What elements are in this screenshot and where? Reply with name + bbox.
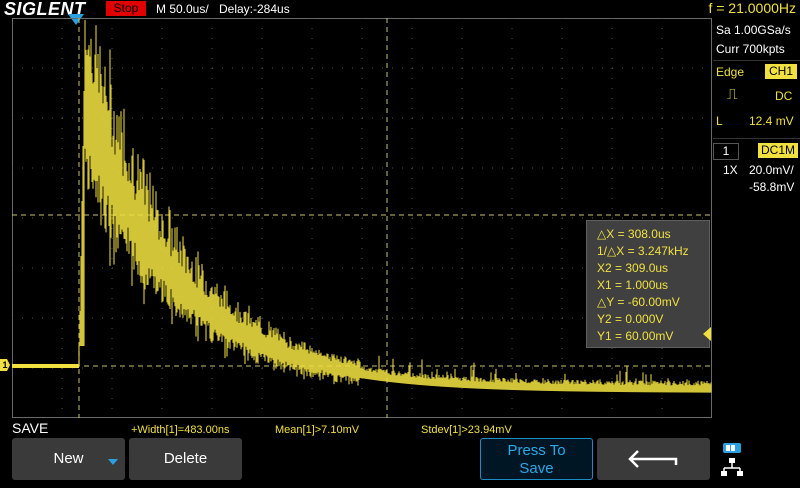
new-label: New bbox=[53, 450, 84, 467]
x2-value: X2 = 309.0us bbox=[597, 261, 669, 275]
delete-button[interactable]: Delete bbox=[129, 438, 242, 480]
channel-offset[interactable]: -58.8mV bbox=[749, 180, 795, 194]
return-arrow-icon bbox=[627, 450, 677, 468]
delta-y-value: △Y = -60.00mV bbox=[597, 295, 680, 309]
submenu-arrow-icon bbox=[108, 459, 118, 465]
return-button[interactable] bbox=[597, 438, 710, 480]
trigger-level[interactable]: 12.4 mV bbox=[749, 114, 794, 128]
y1-value: Y1 = 60.00mV bbox=[597, 329, 674, 343]
x1-value: X1 = 1.000us bbox=[597, 278, 669, 292]
right-info-panel: Sa 1.00GSa/s Curr 700kpts Edge CH1 ⎍ DC … bbox=[713, 18, 800, 418]
brand-logo: SIGLENT bbox=[4, 0, 86, 19]
cursor-measurement-panel: △X = 308.0us 1/△X = 3.247kHz X2 = 309.0u… bbox=[586, 220, 710, 348]
delta-x-value: △X = 308.0us bbox=[597, 227, 671, 241]
channel-1-marker-icon[interactable]: 1 bbox=[0, 359, 10, 371]
volts-per-div[interactable]: 20.0mV/ bbox=[749, 163, 794, 177]
inverse-delta-x-value: 1/△X = 3.247kHz bbox=[597, 244, 689, 258]
trigger-source[interactable]: CH1 bbox=[765, 64, 797, 79]
y2-value: Y2 = 0.000V bbox=[597, 312, 664, 326]
width-measurement: +Width[1]=483.00ns bbox=[131, 424, 230, 436]
channel-1-trace bbox=[12, 20, 712, 393]
channel-number[interactable]: 1 bbox=[713, 143, 739, 160]
trigger-level-arrow-icon bbox=[703, 327, 711, 341]
trigger-position-marker-icon[interactable] bbox=[68, 14, 84, 25]
timebase-readout: M 50.0us/ bbox=[156, 2, 209, 16]
memory-depth: Curr 700kpts bbox=[716, 42, 785, 56]
trigger-coupling[interactable]: DC bbox=[775, 89, 793, 103]
run-stop-indicator[interactable]: Stop bbox=[106, 1, 146, 16]
mean-measurement: Mean[1]>7.10mV bbox=[275, 424, 360, 436]
delete-label: Delete bbox=[163, 450, 208, 467]
menu-title: SAVE bbox=[12, 420, 49, 436]
stdev-measurement: Stdev[1]>23.94mV bbox=[421, 424, 512, 436]
usb-network-icon bbox=[721, 443, 743, 476]
press-to-save-button[interactable]: Press To Save bbox=[480, 438, 593, 480]
rising-edge-icon: ⎍ bbox=[727, 86, 738, 103]
channel-coupling[interactable]: DC1M bbox=[758, 143, 798, 158]
press-label-line2: Save bbox=[519, 460, 554, 477]
new-button[interactable]: New bbox=[12, 438, 125, 480]
press-label-line1: Press To bbox=[507, 442, 566, 459]
top-status-bar bbox=[0, 0, 800, 18]
trigger-type[interactable]: Edge bbox=[716, 65, 745, 79]
frequency-readout: f = 21.0000Hz bbox=[708, 0, 796, 16]
sample-rate: Sa 1.00GSa/s bbox=[716, 23, 791, 37]
waveform-display bbox=[12, 18, 712, 418]
trigger-level-label: L bbox=[716, 114, 723, 128]
delay-readout: Delay:-284us bbox=[219, 2, 290, 16]
probe-ratio: 1X bbox=[723, 163, 738, 177]
